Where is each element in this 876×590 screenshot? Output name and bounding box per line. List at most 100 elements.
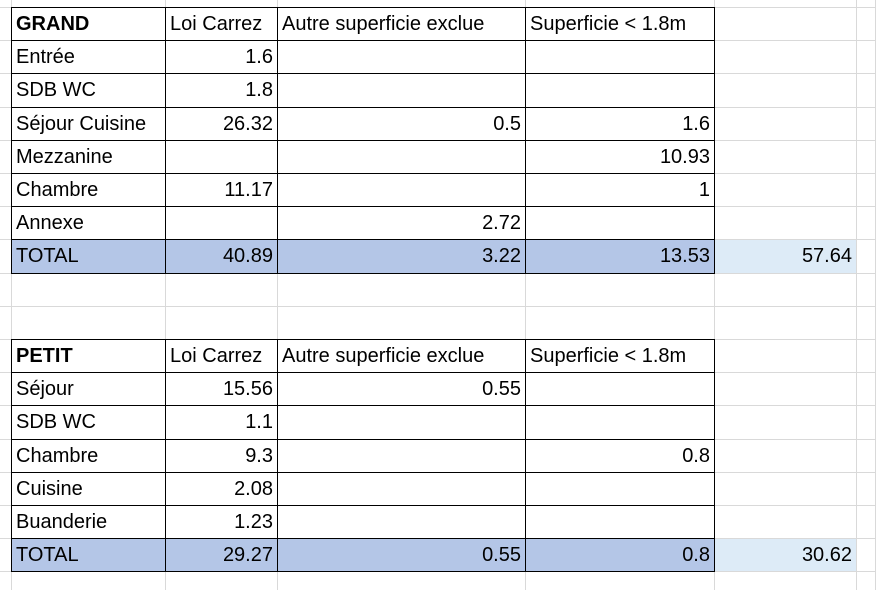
grid-cell[interactable] [715,472,857,506]
grid-cell[interactable] [715,340,857,374]
grid-cell[interactable] [715,74,857,108]
grid-cell[interactable] [166,572,278,590]
total-label[interactable]: TOTAL [11,538,166,573]
grid-cell[interactable] [857,572,876,590]
column-header[interactable]: Superficie < 1.8m [525,7,715,42]
row-label[interactable]: Buanderie [11,505,166,540]
grid-cell[interactable] [857,273,876,307]
cell-value[interactable] [277,139,526,174]
grid-cell[interactable] [715,406,857,440]
cell-value[interactable]: 1.1 [165,405,278,440]
cell-value[interactable] [277,471,526,506]
cell-value[interactable] [525,505,715,540]
cell-value[interactable]: 2.08 [165,471,278,506]
row-label[interactable]: Chambre [11,438,166,473]
grid-cell[interactable] [278,306,526,340]
grid-cell[interactable] [278,572,526,590]
grid-cell[interactable] [857,207,876,241]
column-header[interactable]: Autre superficie exclue [277,7,526,42]
cell-value[interactable] [525,471,715,506]
cell-value[interactable] [525,206,715,241]
row-label[interactable]: Annexe [11,206,166,241]
row-label[interactable]: Mezzanine [11,139,166,174]
cell-value[interactable]: 0.8 [525,438,715,473]
cell-value[interactable]: 15.56 [165,372,278,407]
grid-cell[interactable] [857,174,876,208]
grid-cell[interactable] [715,0,857,8]
table-title[interactable]: PETIT [11,339,166,374]
grid-cell[interactable] [857,340,876,374]
column-header[interactable]: Loi Carrez [165,339,278,374]
row-label[interactable]: Séjour [11,372,166,407]
cell-value[interactable] [277,405,526,440]
cell-value[interactable] [277,505,526,540]
row-label[interactable]: SDB WC [11,405,166,440]
row-label[interactable]: Cuisine [11,471,166,506]
cell-value[interactable] [165,206,278,241]
grid-cell[interactable] [0,572,12,590]
grid-cell[interactable] [857,506,876,540]
grid-cell[interactable] [857,140,876,174]
grand-total[interactable]: 30.62 [715,539,857,573]
total-value[interactable]: 40.89 [165,239,278,274]
total-label[interactable]: TOTAL [11,239,166,274]
grid-cell[interactable] [715,306,857,340]
cell-value[interactable] [277,173,526,208]
column-header[interactable]: Loi Carrez [165,7,278,42]
cell-value[interactable]: 1.23 [165,505,278,540]
row-label[interactable]: SDB WC [11,73,166,108]
cell-value[interactable]: 2.72 [277,206,526,241]
cell-value[interactable] [525,40,715,75]
cell-value[interactable] [165,139,278,174]
row-label[interactable]: Entrée [11,40,166,75]
grid-cell[interactable] [0,273,12,307]
grid-cell[interactable] [715,140,857,174]
cell-value[interactable]: 9.3 [165,438,278,473]
grid-cell[interactable] [526,572,715,590]
table-title[interactable]: GRAND [11,7,166,42]
cell-value[interactable]: 10.93 [525,139,715,174]
grid-cell[interactable] [526,306,715,340]
cell-value[interactable]: 1.8 [165,73,278,108]
cell-value[interactable]: 0.5 [277,106,526,141]
grid-cell[interactable] [0,306,12,340]
cell-value[interactable] [525,372,715,407]
grid-cell[interactable] [12,306,166,340]
total-value[interactable]: 0.55 [277,538,526,573]
cell-value[interactable] [525,73,715,108]
grid-cell[interactable] [278,273,526,307]
grid-cell[interactable] [715,273,857,307]
grid-cell[interactable] [715,174,857,208]
grand-total[interactable]: 57.64 [715,240,857,274]
cell-value[interactable]: 1.6 [525,106,715,141]
grid-cell[interactable] [715,8,857,42]
row-label[interactable]: Chambre [11,173,166,208]
grid-cell[interactable] [0,0,12,8]
grid-cell[interactable] [526,273,715,307]
grid-cell[interactable] [715,506,857,540]
grid-cell[interactable] [857,8,876,42]
grid-cell[interactable] [715,107,857,141]
grid-cell[interactable] [12,572,166,590]
grid-cell[interactable] [12,273,166,307]
grid-cell[interactable] [857,240,876,274]
total-value[interactable]: 29.27 [165,538,278,573]
grid-cell[interactable] [166,306,278,340]
cell-value[interactable]: 0.55 [277,372,526,407]
total-value[interactable]: 3.22 [277,239,526,274]
total-value[interactable]: 0.8 [525,538,715,573]
grid-cell[interactable] [857,74,876,108]
cell-value[interactable]: 26.32 [165,106,278,141]
grid-cell[interactable] [715,572,857,590]
row-label[interactable]: Séjour Cuisine [11,106,166,141]
grid-cell[interactable] [715,207,857,241]
grid-cell[interactable] [857,472,876,506]
cell-value[interactable] [525,405,715,440]
grid-cell[interactable] [715,439,857,473]
grid-cell[interactable] [857,107,876,141]
cell-value[interactable] [277,40,526,75]
grid-cell[interactable] [715,41,857,75]
cell-value[interactable]: 11.17 [165,173,278,208]
grid-cell[interactable] [857,439,876,473]
grid-cell[interactable] [857,41,876,75]
